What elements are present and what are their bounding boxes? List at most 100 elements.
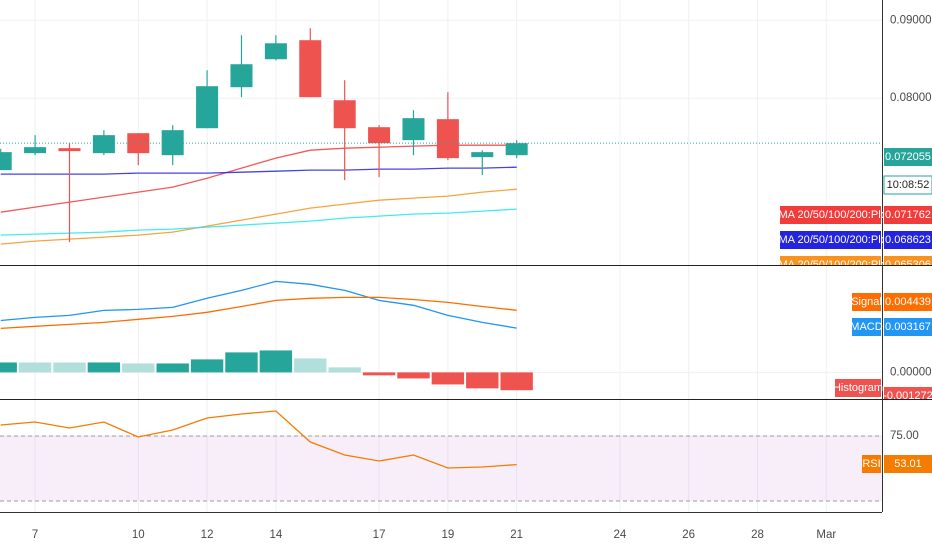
legend-entry-text: EMA 20/50/100/200:Plot: [771, 209, 890, 221]
legend-entry-bg: [780, 206, 881, 224]
legend-entry-bg: [862, 455, 881, 473]
legend-entry-text: Signal: [851, 296, 882, 308]
legend-entry-bg: [852, 293, 881, 311]
countdown-label: 10:08:52: [883, 175, 932, 195]
candle-body: [299, 40, 322, 98]
histogram-bar: [328, 367, 361, 373]
macd-value-label-text: 0.004439: [885, 296, 931, 308]
legend-entry-bg: [852, 318, 881, 336]
legend-entry: EMA 20/50/100/200:Plot: [771, 231, 890, 249]
macd-value-label-text: -0.001272: [883, 390, 932, 402]
countdown-label-bg: [883, 175, 932, 195]
x-tick-label: 24: [613, 529, 626, 541]
candle-body: [264, 43, 287, 60]
candle-body: [368, 127, 391, 144]
x-tick-label: 14: [269, 529, 282, 541]
pane: [0, 280, 533, 391]
ema-value-label-bg: [884, 256, 932, 265]
candle-body: [0, 152, 12, 171]
candle-body: [471, 152, 494, 158]
price-label: 0.072055: [884, 148, 932, 166]
candle-body: [505, 143, 528, 156]
macd-value-label: -0.001272: [883, 387, 932, 402]
macd-value-label-text: 0.003167: [885, 321, 931, 333]
histogram-bar: [466, 372, 499, 389]
histogram-bar: [122, 363, 155, 373]
ema-line: [0, 144, 517, 213]
candle-body: [436, 119, 459, 159]
price-label-text: 0.072055: [885, 151, 931, 163]
histogram-bar: [259, 350, 293, 373]
ema-line: [0, 188, 517, 245]
histogram-bar: [18, 362, 52, 373]
histogram-bar: [362, 372, 396, 376]
x-tick-label: 7: [32, 529, 38, 541]
candle-body: [230, 64, 253, 88]
histogram-bar: [0, 362, 17, 373]
legend-entry: Histogram: [833, 379, 883, 397]
ema-value-label-text: 0.071762: [885, 209, 931, 221]
legend-entry: MACD: [850, 318, 883, 336]
histogram-bar: [431, 372, 465, 385]
histogram-bar: [53, 362, 86, 373]
histogram-bar: [156, 363, 189, 373]
candle-body: [58, 148, 81, 152]
y-tick-label: 0.000000: [890, 366, 932, 378]
rsi-value-label: 53.01: [884, 455, 932, 473]
macd-line: [0, 280, 517, 329]
macd-value-label: 0.004439: [884, 293, 932, 311]
legend-entry-text: RSI: [862, 458, 880, 470]
rsi-line: [0, 410, 517, 469]
ema-value-label-text: 0.065306: [885, 259, 931, 271]
candle-body: [92, 135, 115, 154]
macd-value-label: 0.003167: [884, 318, 932, 336]
legend-entry-text: MACD: [850, 321, 882, 333]
macd-value-label-bg: [884, 318, 932, 336]
legend-entry: EMA 20/50/100/200:Plot: [771, 206, 890, 224]
rsi-value-label-bg: [884, 455, 932, 473]
x-tick-label: Mar: [816, 529, 836, 541]
histogram-bar: [397, 372, 430, 379]
rsi-value-label-text: 53.01: [894, 458, 922, 470]
histogram-bar: [294, 358, 327, 373]
y-tick-label: 75.00: [890, 430, 919, 442]
macd-line: [0, 296, 517, 330]
countdown-label-text: 10:08:52: [887, 179, 930, 191]
candle-body: [333, 100, 356, 129]
histogram-bar: [87, 362, 121, 373]
x-tick-label: 21: [510, 529, 523, 541]
candle-body: [196, 86, 219, 129]
legend-entry: RSI: [862, 455, 881, 473]
legend-entry: EMA 20/50/100/200:Plot: [771, 256, 890, 265]
ema-value-label: 0.068623: [884, 231, 932, 249]
price-label-bg: [884, 148, 932, 166]
pane: [0, 28, 882, 245]
candle-body: [24, 147, 47, 154]
x-tick-label: 26: [682, 529, 695, 541]
pane: [0, 410, 882, 502]
legend-entry-bg: [780, 256, 881, 265]
x-tick-label: 19: [441, 529, 454, 541]
legend-entry-bg: [835, 379, 881, 397]
rsi-band: [0, 435, 882, 501]
candle-body: [161, 130, 184, 156]
legend-entry-text: EMA 20/50/100/200:Plot: [771, 234, 890, 246]
x-tick-label: 12: [201, 529, 214, 541]
ema-value-label-text: 0.068623: [885, 234, 931, 246]
ema-value-label: 0.065306: [884, 256, 932, 271]
legend-entry: Signal: [851, 293, 882, 311]
ema-value-label-bg: [884, 206, 932, 224]
ema-line: [0, 166, 517, 175]
legend-entry-text: Histogram: [833, 382, 883, 394]
x-tick-label: 10: [132, 529, 145, 541]
macd-value-label-bg: [884, 293, 932, 311]
histogram-bar: [190, 359, 224, 373]
macd-value-label-bg: [884, 387, 932, 399]
ema-value-label-bg: [884, 231, 932, 249]
ema-line: [0, 208, 517, 236]
